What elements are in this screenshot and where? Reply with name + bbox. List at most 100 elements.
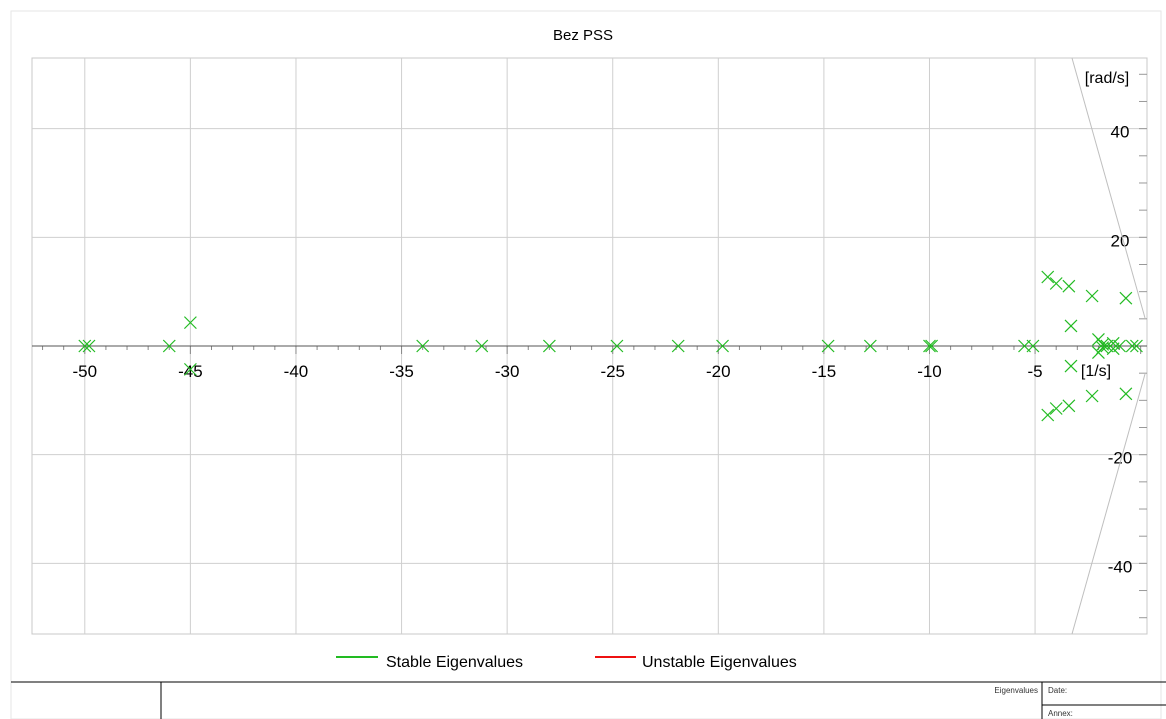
marker-stroke (1062, 279, 1076, 293)
marker-stroke (863, 339, 877, 353)
y-tick-label: 20 (1111, 231, 1130, 250)
marker-stroke (475, 339, 489, 353)
eigenvalue-marker (1096, 341, 1110, 355)
eigenvalue-marker (821, 339, 835, 353)
marker-stroke (1085, 389, 1099, 403)
eigenvalue-marker (923, 339, 936, 353)
eigenvalue-marker (1130, 339, 1143, 353)
marker-stroke (1064, 319, 1078, 333)
legend-label-unstable: Unstable Eigenvalues (642, 654, 797, 671)
marker-stroke (1106, 342, 1120, 356)
eigenvalue-marker (1049, 402, 1063, 415)
eigenvalue-marker (1064, 359, 1078, 373)
x-tick-label: -20 (706, 362, 731, 381)
eigenvalue-marker (1041, 270, 1055, 284)
y-tick-label: -20 (1108, 449, 1133, 468)
x-tick-label: -10 (917, 362, 942, 381)
marker-stroke (1085, 289, 1099, 303)
eigenvalue-markers (78, 270, 1143, 422)
eigenvalue-marker (1106, 336, 1120, 350)
eigenvalue-marker (1119, 387, 1133, 401)
marker-stroke (78, 339, 92, 353)
marker-stroke (542, 339, 556, 353)
footer-date-label: Date: (1048, 686, 1067, 695)
marker-stroke (1096, 337, 1110, 351)
x-tick-label: -25 (600, 362, 625, 381)
marker-stroke (1119, 291, 1133, 305)
eigenvalue-marker (863, 339, 877, 353)
marker-stroke (1041, 270, 1055, 284)
marker-stroke (1100, 339, 1114, 353)
x-tick-label: -15 (812, 362, 837, 381)
x-tick-label: -30 (495, 362, 520, 381)
eigenvalue-marker (1119, 291, 1133, 305)
eigenvalue-marker (671, 339, 685, 353)
marker-stroke (923, 339, 936, 353)
x-tick-label: -50 (73, 362, 98, 381)
eigenvalue-marker (1113, 339, 1126, 353)
x-tick-label: -5 (1028, 362, 1043, 381)
eigenvalue-marker (925, 339, 939, 353)
x-tick-label: -45 (178, 362, 203, 381)
marker-stroke (610, 339, 624, 353)
footer-annex-label: Annex: (1048, 709, 1073, 718)
damping-line-lower (1071, 373, 1146, 635)
legend-label-stable: Stable Eigenvalues (386, 654, 523, 671)
eigenvalue-marker (1100, 339, 1114, 353)
page-border (10, 10, 1162, 719)
eigenvalue-marker (1125, 339, 1139, 353)
marker-stroke (183, 316, 197, 330)
marker-stroke (1026, 339, 1040, 353)
marker-stroke (416, 339, 430, 353)
eigenvalue-marker (1049, 277, 1063, 290)
x-tick-label: -40 (284, 362, 309, 381)
marker-stroke (925, 339, 939, 353)
eigenvalue-marker (183, 362, 197, 376)
marker-stroke (1062, 399, 1076, 413)
eigenvalue-marker (716, 339, 729, 353)
axes (32, 73, 1147, 619)
chart-title: Bez PSS (553, 27, 613, 44)
eigenvalue-marker (416, 339, 430, 353)
eigenvalue-marker (78, 339, 92, 353)
footer-type-label: Eigenvalues (994, 686, 1038, 695)
eigenvalue-marker (1041, 408, 1055, 422)
marker-stroke (162, 339, 176, 353)
eigenvalue-marker (162, 339, 176, 353)
eigenvalue-marker (1064, 319, 1078, 333)
marker-stroke (1041, 408, 1055, 422)
eigenvalue-marker (1062, 399, 1076, 413)
eigenvalue-marker (542, 339, 556, 353)
marker-stroke (716, 339, 729, 353)
marker-stroke (821, 339, 835, 353)
eigenvalue-marker (1106, 342, 1120, 356)
eigenvalue-marker (610, 339, 624, 353)
eigenvalue-marker (82, 339, 96, 353)
x-axis-unit-label: [1/s] (1081, 363, 1111, 380)
marker-stroke (183, 362, 197, 376)
tick-labels: -50 -45 -40 -35 -30 -25 -20 -15 -10 -5 -40 -20 20 40 (73, 123, 1133, 577)
y-tick-label: 40 (1111, 123, 1130, 142)
grid (32, 58, 1147, 634)
marker-stroke (1049, 277, 1063, 290)
marker-stroke (671, 339, 685, 353)
y-tick-label: -40 (1108, 557, 1133, 576)
x-tick-label: -35 (389, 362, 414, 381)
damping-lines (1071, 57, 1146, 635)
marker-stroke (1096, 341, 1110, 355)
damping-line-upper (1071, 57, 1146, 319)
eigenvalue-marker (475, 339, 489, 353)
eigenvalue-marker (1026, 339, 1040, 353)
title-block: Eigenvalues Date: Annex: (11, 681, 1166, 719)
marker-stroke (1049, 402, 1063, 415)
y-axis-unit-label: [rad/s] (1085, 70, 1129, 87)
eigenvalue-marker (1062, 279, 1076, 293)
eigenvalue-marker (183, 316, 197, 330)
marker-stroke (82, 339, 96, 353)
marker-stroke (1106, 336, 1120, 350)
marker-stroke (1113, 339, 1126, 353)
marker-stroke (1064, 359, 1078, 373)
eigenvalue-marker (1096, 337, 1110, 351)
marker-stroke (1119, 387, 1133, 401)
